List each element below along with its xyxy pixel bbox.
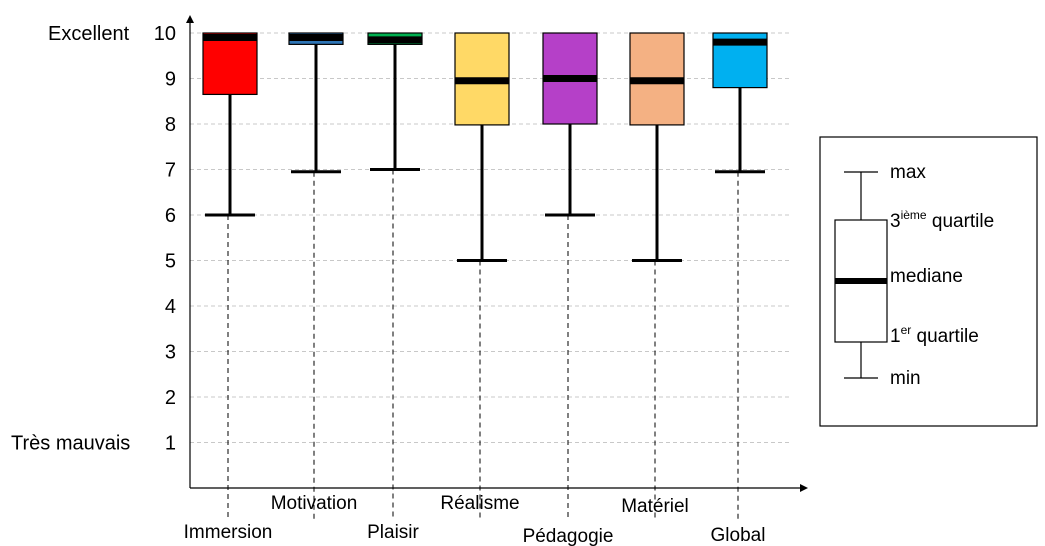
y-label-tres-mauvais: Très mauvais <box>11 433 130 455</box>
y-label-excellent: Excellent <box>48 23 130 45</box>
legend-label-max: max <box>890 162 926 183</box>
box-iqr <box>202 32 258 96</box>
legend: max 3ième quartile mediane 1er quartile min <box>819 136 1038 427</box>
box-immersion <box>202 32 258 520</box>
x-label-immersion: Immersion <box>184 522 273 543</box>
y-tick-label: 8 <box>165 114 176 136</box>
box-motivation <box>288 32 344 520</box>
x-label-réalisme: Réalisme <box>440 493 519 514</box>
box-réalisme <box>454 32 510 520</box>
y-tick-label: 7 <box>165 160 176 182</box>
axes <box>186 15 808 492</box>
y-tick-labels: 1 2 3 4 5 6 7 8 9 10 Excellent Très mauvais <box>11 23 176 455</box>
x-label-motivation: Motivation <box>271 493 358 514</box>
x-label-matériel: Matériel <box>621 496 689 517</box>
x-label-pédagogie: Pédagogie <box>523 526 614 546</box>
box-pédagogie <box>542 32 598 520</box>
y-tick-label: 2 <box>165 387 176 409</box>
box-plaisir <box>367 32 423 520</box>
y-tick-label: 9 <box>165 69 176 91</box>
y-tick-label: 10 <box>154 23 176 45</box>
legend-label-q3: 3ième quartile <box>890 208 994 232</box>
box-matériel <box>629 32 685 520</box>
y-tick-label: 1 <box>165 433 176 455</box>
x-label-global: Global <box>711 525 766 546</box>
legend-label-min: min <box>890 368 921 389</box>
box-global <box>712 32 768 520</box>
y-tick-label: 3 <box>165 342 176 364</box>
y-tick-label: 6 <box>165 205 176 227</box>
y-axis-arrow <box>186 15 194 23</box>
legend-label-q1: 1er quartile <box>890 323 979 347</box>
y-tick-label: 5 <box>165 251 176 273</box>
box-series <box>202 32 768 520</box>
y-tick-label: 4 <box>165 296 176 318</box>
x-axis-arrow <box>800 484 808 492</box>
x-category-labels: Immersion Motivation Plaisir RéalismePédago… <box>184 493 766 546</box>
legend-label-median: mediane <box>890 266 963 287</box>
x-label-plaisir: Plaisir <box>367 522 419 543</box>
